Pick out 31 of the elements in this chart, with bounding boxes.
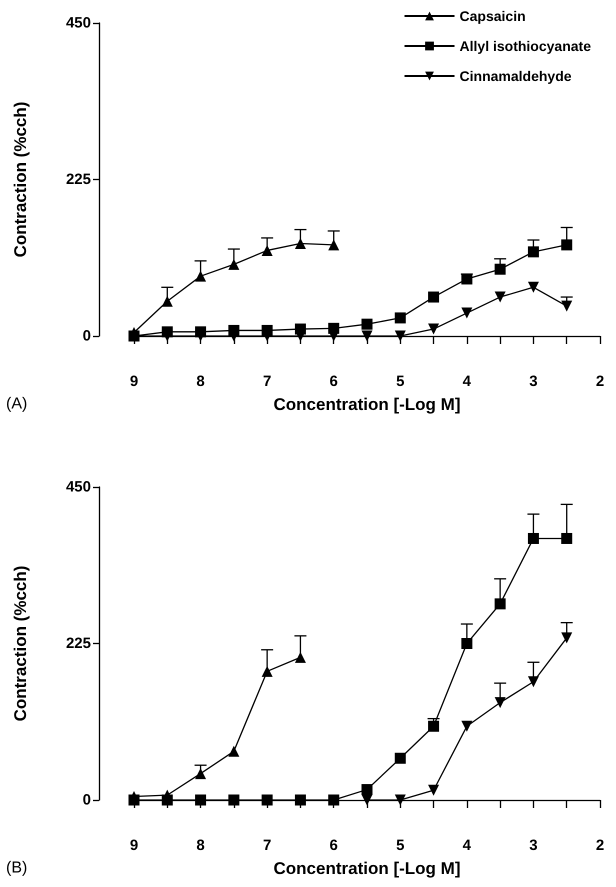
y-tick-label: 0 xyxy=(82,792,91,808)
legend-label: Cinnamaldehyde xyxy=(460,68,572,84)
x-tick-label: 3 xyxy=(529,373,538,390)
text: (A) xyxy=(6,396,28,412)
x-tick-label: 7 xyxy=(262,373,272,390)
x-axis-title: Concentration [-Log M] xyxy=(274,395,460,414)
y-axis-title: Contraction (%cch) xyxy=(11,566,30,722)
text: (B) xyxy=(6,860,28,876)
x-tick-label: 2 xyxy=(596,373,604,390)
x-tick-label: 3 xyxy=(529,837,538,854)
x-tick-label: 6 xyxy=(330,837,338,854)
y-tick-label: 225 xyxy=(66,171,91,188)
x-tick-label: 2 xyxy=(596,837,604,854)
y-axis-title: Contraction (%cch) xyxy=(11,102,30,258)
x-tick-label: 5 xyxy=(396,373,404,390)
y-tick-label: 450 xyxy=(66,478,91,496)
x-tick-label: 9 xyxy=(130,373,138,390)
x-tick-label: 7 xyxy=(262,837,272,854)
x-tick-label: 9 xyxy=(130,837,138,854)
y-tick-label: 225 xyxy=(66,635,91,652)
y-tick-label: 0 xyxy=(82,328,91,344)
x-tick-label: 4 xyxy=(462,373,472,390)
legend-label: Capsaicin xyxy=(460,8,526,24)
x-tick-label: 5 xyxy=(396,837,404,854)
x-tick-label: 8 xyxy=(196,837,205,854)
x-tick-label: 6 xyxy=(330,373,338,390)
y-tick-label: 450 xyxy=(66,14,91,32)
x-tick-label: 4 xyxy=(462,837,472,854)
x-tick-label: 8 xyxy=(196,373,205,390)
x-axis-title: Concentration [-Log M] xyxy=(274,859,460,878)
legend-label: Allyl isothiocyanate xyxy=(460,38,592,54)
